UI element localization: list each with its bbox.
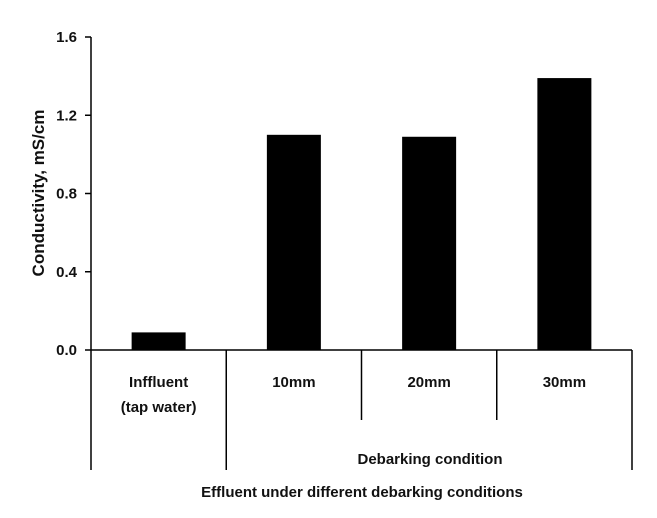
y-axis-label: Conductivity, mS/cm <box>29 110 48 277</box>
x-axis-label: Effluent under different debarking condi… <box>201 484 523 501</box>
x-category-label: (tap water) <box>121 399 197 416</box>
axes-group <box>85 36 633 470</box>
x-category-label: 30mm <box>543 374 586 391</box>
bar-2 <box>266 134 321 350</box>
x-category-label: 10mm <box>272 374 315 391</box>
y-tick-label: 1.6 <box>56 29 77 46</box>
bar-4 <box>537 78 592 351</box>
bar-1 <box>131 332 186 350</box>
labels-group: 0.0 0.4 0.8 1.2 1.6 Inffluent (tap water) 10mm 2… <box>56 29 586 416</box>
bar-3 <box>402 136 457 350</box>
y-tick-label: 0.8 <box>56 186 77 203</box>
y-tick-label: 0.4 <box>56 264 78 281</box>
x-category-label: Inffluent <box>129 374 188 391</box>
x-category-label: 20mm <box>407 374 450 391</box>
group-label: Debarking condition <box>357 451 502 468</box>
bars-group <box>131 78 592 351</box>
y-tick-label: 0.0 <box>56 342 77 359</box>
y-tick-label: 1.2 <box>56 107 77 124</box>
